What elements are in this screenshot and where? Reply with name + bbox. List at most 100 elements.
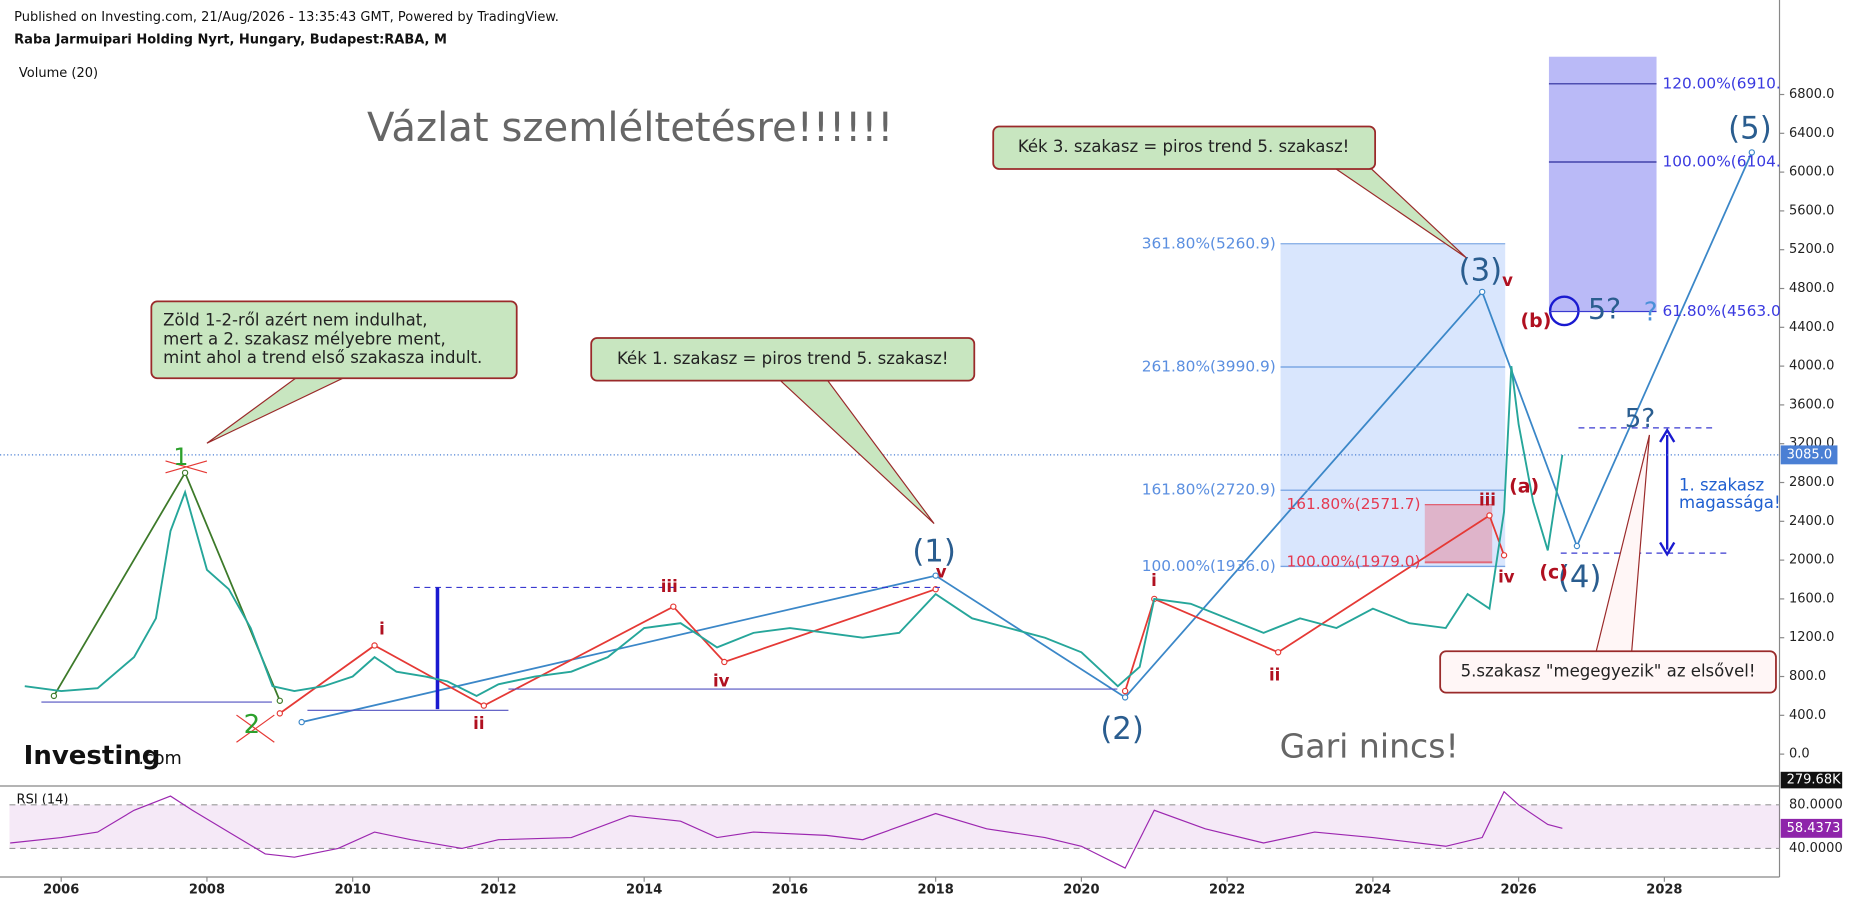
rsi-last-label: 58.4373 (1787, 821, 1841, 836)
fib-label: 120.00%(6910. (1662, 74, 1780, 92)
cross (165, 460, 208, 474)
wave-label: ? (1644, 298, 1658, 328)
arrow-heads (1659, 427, 1676, 557)
x-tick-label: 2020 (1063, 883, 1099, 898)
y-tick-label: 2000.0 (1789, 553, 1835, 568)
x-tick-label: 2028 (1646, 883, 1682, 898)
wave-point (276, 697, 284, 704)
wave-point (670, 603, 677, 610)
wave-label: ii (473, 714, 484, 733)
wave-label: iv (713, 671, 730, 690)
published: Published on Investing.com, 21/Aug/2026 … (14, 10, 559, 25)
y-tick-label: 0.0 (1789, 747, 1810, 762)
y-tick-label: 4800.0 (1789, 281, 1835, 296)
logo-suffix: .com (138, 749, 181, 769)
wave-label: v (1502, 271, 1513, 290)
y-tick-label: 3600.0 (1789, 397, 1835, 412)
y-tick-label: 2400.0 (1789, 514, 1835, 529)
x-tick-label: 2022 (1209, 883, 1245, 898)
callout-text: Kék 3. szakasz = piros trend 5. szakasz! (1018, 137, 1350, 156)
wave-label: (1) (912, 534, 956, 570)
wave-line (301, 152, 1753, 723)
wave-label: 5? (1625, 404, 1655, 434)
x-tick-label: 2016 (772, 883, 808, 898)
fib-label: 361.80%(5260.9) (1142, 234, 1276, 252)
wave-point (276, 710, 284, 717)
wave-point (181, 469, 189, 477)
wave-point (298, 718, 305, 726)
logo: Investing (24, 741, 161, 771)
y-tick-label: 6400.0 (1789, 126, 1835, 141)
x-tick-label: 2026 (1501, 883, 1537, 898)
wave-label: iii (661, 577, 678, 596)
wave-point (1486, 512, 1493, 519)
y-tick-label: 4400.0 (1789, 320, 1835, 335)
target-circle (1548, 295, 1580, 327)
x-tick-label: 2024 (1355, 883, 1391, 898)
wave-label: ii (1269, 666, 1280, 685)
wave-label: 5? (1588, 293, 1621, 326)
y-tick-label: 5200.0 (1789, 242, 1835, 257)
callout-box (992, 125, 1377, 170)
callout-text: 5.szakasz "megegyezik" az elsővel! (1461, 661, 1756, 680)
volume-label: Volume (20) (19, 66, 98, 81)
height-label: 1. szakasz (1679, 475, 1764, 494)
callout-text: mert a 2. szakasz mélyebre ment, (163, 329, 446, 348)
callout-box (590, 337, 976, 382)
volume-badge (1780, 771, 1843, 789)
wave-point (1121, 687, 1129, 695)
wave-label: iii (1479, 491, 1496, 510)
wave-label: (a) (1509, 475, 1539, 497)
x-tick-label: 2008 (189, 883, 225, 898)
wave-label: (b) (1521, 310, 1552, 332)
fib-label: 161.80%(2571.7) (1286, 495, 1420, 513)
wave-point (1748, 149, 1756, 156)
callout-text: Zöld 1-2-ről azért nem indulhat, (163, 310, 427, 329)
fib-label: 161.80%(2720.9) (1142, 481, 1276, 499)
wave-label: 1 (173, 443, 188, 471)
y-tick-label: 1200.0 (1789, 630, 1835, 645)
rsi-tick-label: 80.0000 (1789, 797, 1843, 812)
y-tick-label: 6000.0 (1789, 165, 1835, 180)
x-tick-label: 2010 (335, 883, 371, 898)
y-tick-label: 400.0 (1789, 708, 1826, 723)
callout-box (1439, 650, 1777, 694)
wave-label: (2) (1100, 711, 1144, 747)
y-tick-label: 4000.0 (1789, 359, 1835, 374)
wave-label: (5) (1728, 111, 1772, 147)
x-tick-label: 2006 (43, 883, 79, 898)
fib-label: 100.00%(6104. (1662, 153, 1780, 171)
last-price-badge (1780, 445, 1838, 465)
callout-box (150, 300, 518, 380)
rsi-line (10, 790, 1563, 869)
red-fib-zone (1424, 504, 1493, 564)
wave-label: Vázlat szemléltetésre!!!!!! (367, 105, 893, 151)
fib-label: 61.80%(4563.0 (1662, 302, 1780, 320)
x-tick-label: 2018 (918, 883, 954, 898)
wave-label: (4) (1558, 560, 1602, 596)
wave-label: 2 (244, 710, 261, 740)
wave-label: v (936, 563, 947, 582)
y-tick-label: 2800.0 (1789, 475, 1835, 490)
fib-label: 261.80%(3990.9) (1142, 357, 1276, 375)
wave-point (1274, 649, 1282, 656)
wave-point (721, 658, 728, 666)
cross (236, 714, 275, 743)
wave-point (1573, 542, 1581, 550)
rsi-label: RSI (14) (17, 793, 69, 808)
x-tick-label: 2014 (626, 883, 662, 898)
wave-label: iv (1498, 567, 1515, 586)
callout-text: mint ahol a trend első szakasza indult. (163, 348, 482, 367)
wave-point (1479, 288, 1486, 296)
symbol: Raba Jarmuipari Holding Nyrt, Hungary, B… (14, 33, 447, 48)
wave-line (279, 588, 936, 715)
wave-point (1121, 694, 1129, 701)
callout-text: Kék 1. szakasz = piros trend 5. szakasz! (617, 349, 949, 368)
wave-point (50, 692, 58, 700)
wave-point (1500, 552, 1508, 559)
wave-point (480, 702, 488, 709)
rsi-badge (1780, 818, 1843, 838)
wave-label: (3) (1459, 252, 1503, 288)
